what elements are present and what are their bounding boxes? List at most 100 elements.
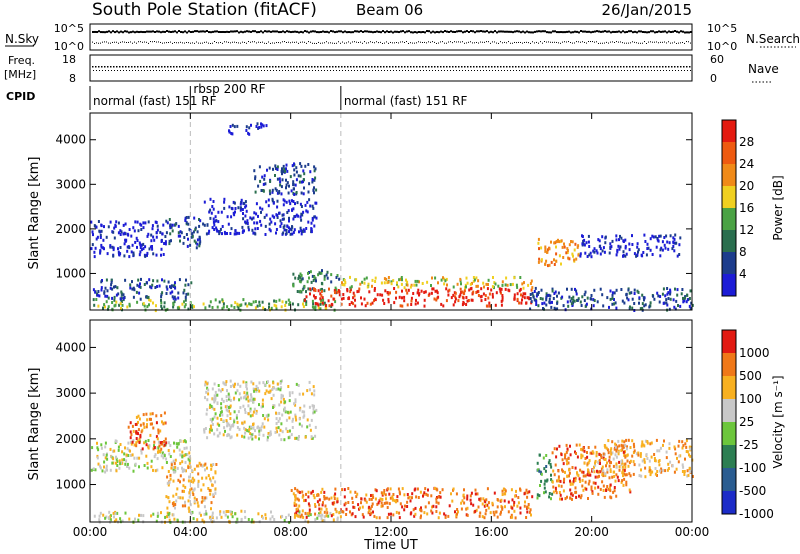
data-cell	[372, 510, 374, 514]
data-cell	[227, 422, 230, 426]
data-cell	[566, 462, 568, 466]
data-cell	[312, 385, 315, 389]
data-cell	[280, 400, 283, 404]
data-cell	[184, 453, 187, 457]
data-cell	[285, 418, 288, 422]
data-cell	[302, 302, 304, 306]
data-cell	[182, 484, 185, 488]
data-cell	[492, 510, 495, 514]
nsky-point	[270, 30, 272, 33]
data-cell	[239, 202, 242, 206]
data-cell	[170, 225, 173, 229]
data-cell	[277, 426, 280, 430]
nave-point	[573, 70, 574, 71]
nsky-point	[684, 31, 686, 34]
y-tick-label: 1000	[55, 266, 86, 280]
data-cell	[320, 517, 323, 521]
data-cell	[388, 502, 391, 506]
freq-point	[110, 66, 112, 68]
data-cell	[160, 240, 163, 243]
data-cell	[129, 421, 132, 425]
data-cell	[146, 251, 149, 255]
data-cell	[613, 489, 616, 493]
data-cell	[243, 435, 246, 439]
nave-point	[540, 70, 541, 71]
nsky-point	[458, 30, 460, 33]
nsearch-point	[234, 41, 235, 43]
data-cell	[205, 412, 208, 416]
nsky-point	[584, 30, 586, 33]
data-cell	[580, 494, 583, 498]
freq-unit: [MHz]	[4, 68, 36, 81]
data-cell	[142, 242, 145, 246]
nsky-point	[568, 30, 570, 33]
nave-point	[393, 70, 394, 71]
data-cell	[592, 249, 595, 253]
nave-point	[306, 70, 307, 71]
data-cell	[314, 503, 316, 506]
freq-point	[170, 66, 172, 68]
nave-point	[501, 70, 502, 71]
nsearch-point	[424, 41, 425, 43]
nave-point	[264, 70, 265, 71]
data-cell	[210, 501, 213, 505]
nsky-point	[546, 31, 548, 34]
colorbar-label: Power [dB]	[771, 175, 785, 240]
nsky-point	[388, 31, 390, 34]
freq-point	[641, 66, 643, 68]
data-cell	[431, 287, 434, 291]
data-cell	[228, 406, 230, 409]
data-cell	[598, 459, 601, 462]
data-cell	[689, 447, 692, 451]
data-cell	[298, 230, 300, 234]
data-cell	[562, 256, 565, 259]
data-cell	[553, 292, 556, 295]
data-cell	[471, 298, 474, 302]
data-cell	[211, 397, 214, 401]
nsky-point	[222, 30, 224, 33]
nsearch-point	[382, 42, 383, 44]
data-cell	[611, 475, 614, 479]
data-cell	[136, 283, 139, 287]
data-cell	[229, 232, 232, 235]
data-cell	[206, 408, 209, 412]
data-cell	[255, 389, 258, 393]
nave-point	[177, 70, 178, 71]
data-cell	[127, 454, 130, 457]
data-cell	[163, 301, 166, 305]
nsky-point	[444, 30, 446, 33]
nave-point	[366, 70, 367, 71]
data-cell	[163, 279, 166, 283]
data-cell	[280, 386, 283, 390]
data-cell	[308, 511, 311, 515]
nsearch-point	[174, 42, 175, 44]
nave-point	[201, 70, 202, 71]
data-cell	[145, 443, 148, 447]
data-cell	[138, 456, 141, 460]
data-cell	[550, 465, 553, 469]
nsky-point	[510, 30, 512, 33]
data-cell	[137, 414, 140, 418]
data-cell	[625, 473, 628, 477]
data-cell	[550, 260, 553, 264]
data-cell	[659, 446, 662, 450]
data-cell	[623, 477, 626, 481]
data-cell	[671, 464, 674, 468]
data-cell	[148, 417, 151, 421]
cpid-label: CPID	[6, 90, 35, 103]
data-cell	[288, 216, 290, 220]
data-cell	[676, 254, 679, 258]
data-cell	[142, 247, 145, 251]
data-cell	[138, 285, 141, 288]
nsky-point	[436, 30, 438, 33]
data-cell	[285, 178, 287, 182]
data-cell	[646, 441, 649, 445]
data-cell	[222, 433, 225, 437]
data-cell	[369, 302, 372, 306]
data-cell	[677, 460, 680, 464]
data-cell	[586, 473, 589, 477]
data-cell	[327, 299, 330, 303]
data-cell	[618, 238, 620, 242]
data-cell	[173, 462, 176, 466]
data-cell	[604, 473, 607, 477]
